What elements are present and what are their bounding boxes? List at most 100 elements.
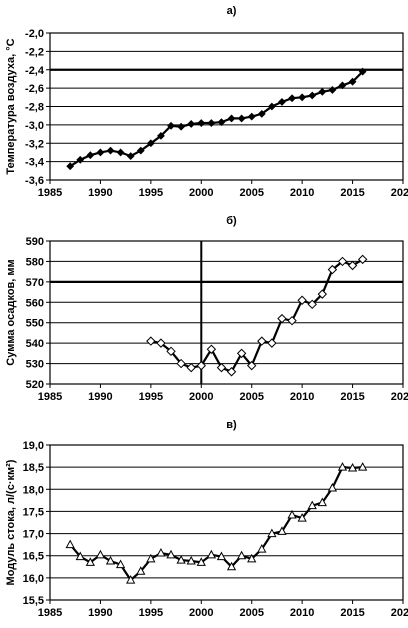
data-point <box>308 91 317 100</box>
data-point <box>237 114 246 123</box>
data-point <box>197 119 206 127</box>
x-tick-label: 2010 <box>290 607 314 619</box>
data-point <box>217 118 226 127</box>
y-tick-label: -3,6 <box>25 175 44 187</box>
data-point <box>207 119 216 127</box>
x-tick-label: 1990 <box>88 391 112 403</box>
data-point <box>187 120 196 128</box>
y-tick-label: -3,4 <box>25 157 45 169</box>
data-point <box>348 77 357 86</box>
data-point <box>76 155 85 164</box>
data-point <box>106 146 115 155</box>
data-point <box>156 338 166 348</box>
data-point <box>327 264 338 275</box>
y-tick-label: 15,5 <box>23 595 44 607</box>
data-point <box>357 254 368 265</box>
data-point <box>115 559 126 569</box>
data-point <box>337 256 348 267</box>
data-point <box>196 557 206 566</box>
y-tick-label: -2,8 <box>25 102 44 114</box>
data-point <box>216 362 227 373</box>
x-tick-label: 2015 <box>340 391 364 403</box>
y-tick-label: 590 <box>26 236 44 248</box>
data-point <box>247 360 257 371</box>
data-point <box>338 81 347 90</box>
chart-title: в) <box>226 419 237 431</box>
data-point <box>277 526 287 535</box>
data-point <box>186 555 196 565</box>
data-point <box>75 551 85 561</box>
data-point <box>146 336 156 346</box>
x-tick-label: 2020 <box>391 391 408 403</box>
plot-frame <box>49 240 404 385</box>
x-tick-label: 2010 <box>290 391 314 403</box>
data-point <box>287 315 297 326</box>
data-point <box>317 497 327 507</box>
data-point <box>65 539 75 549</box>
x-tick-label: 2015 <box>340 607 364 619</box>
series-line <box>69 70 364 168</box>
data-point <box>116 148 125 157</box>
x-tick-label: 2010 <box>290 187 314 199</box>
data-point <box>347 462 358 472</box>
data-point <box>157 131 165 140</box>
data-point <box>66 162 75 171</box>
x-tick-label: 2020 <box>391 187 408 199</box>
data-point <box>287 509 297 519</box>
y-tick-label: 530 <box>26 359 44 371</box>
x-tick-label: 1985 <box>38 187 62 199</box>
data-point <box>177 122 186 131</box>
data-point <box>257 109 266 118</box>
y-tick-label: 16,5 <box>23 551 44 563</box>
chart-title: б) <box>226 215 237 227</box>
data-point <box>105 555 116 565</box>
x-tick-label: 2005 <box>239 607 263 619</box>
data-point <box>327 482 338 492</box>
x-tick-label: 1995 <box>139 391 163 403</box>
x-tick-label: 1995 <box>139 607 163 619</box>
data-point <box>206 344 217 354</box>
y-tick-label: -2,6 <box>25 83 44 95</box>
data-point <box>257 336 267 346</box>
data-point <box>146 553 156 563</box>
data-point <box>146 139 155 148</box>
data-point <box>227 114 236 123</box>
data-point <box>126 152 135 161</box>
data-point <box>226 561 237 571</box>
chart-panel-c: в) 1985 1990 1995 2000 2005 2010 2015 2020 19,0 18… <box>5 419 408 619</box>
x-tick-label: 2000 <box>189 187 213 199</box>
data-point <box>307 500 317 510</box>
data-point <box>358 462 368 471</box>
data-point <box>136 566 146 575</box>
data-point <box>86 151 95 160</box>
data-point <box>126 575 136 584</box>
data-point <box>166 549 176 559</box>
data-point <box>317 289 328 299</box>
y-tick-label: 18,0 <box>23 484 44 496</box>
data-point <box>288 94 296 103</box>
data-point <box>278 97 286 106</box>
data-point <box>216 551 227 561</box>
x-tick-label: 1995 <box>139 187 163 199</box>
data-point <box>267 528 277 538</box>
y-tick-label: 18,5 <box>23 462 44 474</box>
x-tick-label: 1985 <box>38 607 62 619</box>
data-point <box>247 112 256 121</box>
data-point <box>156 548 166 557</box>
x-tick-label: 2005 <box>239 187 263 199</box>
data-point <box>307 299 317 310</box>
data-point <box>206 549 217 559</box>
data-point <box>226 367 237 377</box>
y-tick-label: 540 <box>26 338 44 350</box>
y-tick-label: 17,0 <box>23 529 44 541</box>
data-point <box>337 462 348 471</box>
y-axis-label: Температура воздуха, °С <box>5 38 17 174</box>
chart-title: а) <box>227 5 237 17</box>
x-tick-label: 2000 <box>189 607 213 619</box>
data-point <box>236 550 247 560</box>
y-tick-label: 19,0 <box>23 440 44 452</box>
data-point <box>267 102 276 111</box>
data-point <box>166 346 176 357</box>
y-tick-label: -2,0 <box>25 28 44 40</box>
